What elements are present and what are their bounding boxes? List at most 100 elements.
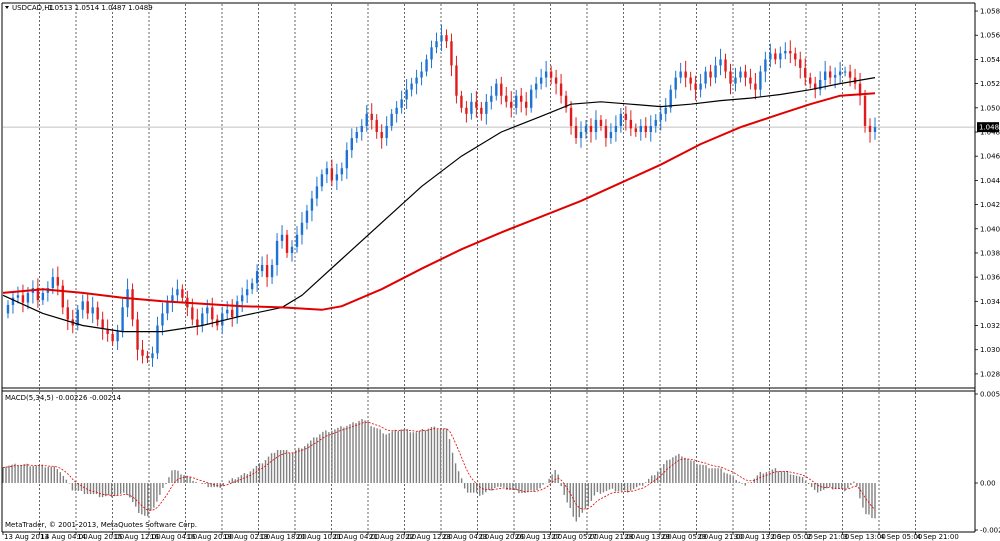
candle-bear [694, 83, 697, 90]
time-tick-label: 21 Aug 20:00 [369, 533, 416, 541]
candle-bull [430, 47, 433, 60]
candle-bull [305, 210, 309, 223]
candle-bear [804, 67, 807, 78]
candle-bull [614, 125, 618, 132]
macd-tick-label: -0.00271 [980, 527, 1000, 535]
candle-bear [61, 285, 64, 308]
candle-bull [335, 174, 339, 181]
time-tick-label: 13 Aug 2013 [4, 533, 49, 541]
candle-bull [719, 59, 722, 66]
candle-bull [385, 125, 388, 139]
time-tick-label: 23 Aug 20:00 [479, 533, 526, 541]
candle-bull [654, 119, 657, 126]
candle-bull [659, 113, 662, 120]
candle-bear [789, 50, 792, 54]
candle-bear [574, 125, 578, 139]
time-tick-label: 19 Aug 02:00 [223, 533, 270, 541]
moving-average-red [2, 92, 876, 311]
candle-bear [216, 319, 219, 326]
candle-bull [485, 101, 488, 114]
time-tick-label: 19 Aug 18:00 [260, 533, 307, 541]
candle-bull [360, 125, 363, 132]
candle-bull [674, 77, 677, 90]
candle-bull [739, 71, 742, 78]
candle-bear [554, 77, 558, 84]
time-tick-label: 15 Aug 12:00 [114, 533, 161, 541]
macd-indicator-label[interactable]: MACD(5,34,5) -0.00226 -0.00214 [5, 394, 122, 402]
candle-bull [843, 71, 847, 73]
time-tick-label: 20 Aug 10:00 [296, 533, 343, 541]
candle-bull [350, 138, 353, 151]
candle-bear [828, 71, 832, 78]
candle-bear [96, 307, 99, 320]
candle-bull [818, 79, 822, 90]
candle-bull [594, 119, 598, 132]
candle-bull [260, 265, 264, 272]
candle-bull [300, 222, 304, 235]
candle-bear [480, 107, 483, 114]
macd-tick-label: 0.00 [980, 480, 996, 488]
candle-bear [375, 119, 378, 132]
price-tick-label: 1.0285 [980, 370, 1000, 378]
candle-bull [76, 309, 79, 326]
candle-bull [833, 75, 837, 78]
candle-bull [415, 77, 418, 84]
candle-bear [689, 77, 692, 84]
candle-bear [136, 319, 139, 350]
candle-bear [460, 95, 463, 108]
candle-bear [863, 95, 867, 126]
candle-bull [649, 125, 652, 132]
time-tick-label: 21 Aug 04:00 [333, 533, 380, 541]
candle-bull [539, 77, 543, 84]
time-tick-label: 26 Aug 13:00 [515, 533, 562, 541]
candle-bull [280, 234, 284, 241]
price-tick-label: 1.0325 [980, 322, 1000, 330]
candle-bull [250, 283, 254, 290]
candle-bear [146, 355, 149, 359]
candle-bull [704, 71, 707, 84]
time-tick-label: 2 Sep 21:00 [807, 533, 849, 541]
candle-bear [111, 333, 114, 342]
candle-bear [525, 101, 528, 108]
candle-bear [191, 307, 194, 320]
candle-bull [151, 353, 154, 359]
candle-bear [181, 289, 184, 298]
time-tick-label: 29 Aug 21:00 [698, 533, 745, 541]
candle-bear [809, 77, 812, 84]
candle-bear [380, 132, 383, 139]
ohlc-values: 1.0513 1.0514 1.0487 1.0489 [48, 4, 153, 12]
candle-bull [245, 289, 249, 296]
candle-bear [634, 128, 638, 132]
candle-bull [420, 71, 423, 78]
candle-bull [171, 295, 174, 302]
time-tick-label: 27 Aug 05:00 [552, 533, 599, 541]
candle-bull [400, 99, 403, 108]
candle-bull [355, 132, 358, 139]
candle-bull [365, 113, 368, 126]
candle-bull [664, 107, 667, 114]
candle-bear [465, 107, 468, 114]
price-tick-label: 1.0565 [980, 32, 1000, 40]
price-tick-label: 1.0365 [980, 274, 1000, 282]
candle-bull [669, 89, 672, 108]
candle-bear [450, 41, 453, 66]
candlesticks [6, 24, 877, 367]
price-tick-label: 1.0385 [980, 249, 1000, 257]
candle-bull [315, 186, 319, 199]
candle-bull [320, 174, 324, 187]
candle-bull [425, 59, 428, 72]
symbol-label[interactable]: USDCAD,H1 [12, 4, 54, 12]
candle-bear [559, 83, 563, 96]
candle-bear [231, 309, 234, 318]
current-price-tag [977, 122, 999, 133]
price-tick-label: 1.0585 [980, 8, 1000, 16]
candle-bull [619, 113, 623, 126]
candle-bull [759, 71, 762, 90]
price-tick-label: 1.0305 [980, 346, 1000, 354]
candle-bull [325, 168, 329, 175]
symbol-dropdown-icon[interactable] [5, 6, 9, 9]
candle-bear [564, 95, 568, 108]
candle-bull [156, 325, 159, 354]
